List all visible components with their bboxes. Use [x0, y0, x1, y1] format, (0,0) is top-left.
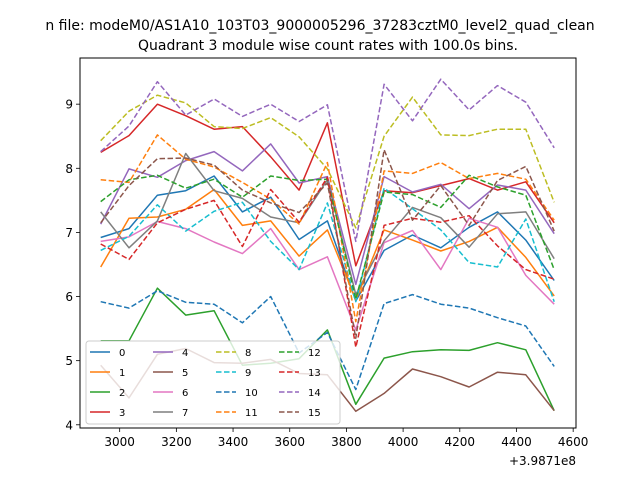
legend-label-14: 14 [308, 388, 321, 399]
legend-label-11: 11 [245, 408, 258, 419]
legend-box [85, 340, 341, 425]
x-tick-label: 3000 [104, 435, 135, 449]
legend-label-4: 4 [182, 348, 188, 359]
ticks-layer: 3000 3200 3400 3600 3800 4000 4200 4400 4600 4 5 6 7… [65, 98, 588, 449]
figure-suptitle: n file: modeM0/AS1A10_103T03_9000005296_… [45, 18, 594, 34]
chart-title: Quadrant 3 module wise count rates with … [138, 38, 518, 54]
y-tick-label: 6 [65, 290, 73, 304]
y-tick-label: 8 [65, 162, 73, 176]
series-line-15 [100, 148, 555, 339]
x-tick-label: 3800 [331, 435, 362, 449]
x-tick-label: 3200 [161, 435, 192, 449]
x-tick-label: 4600 [558, 435, 589, 449]
series-line-1 [100, 188, 555, 301]
legend-label-6: 6 [182, 388, 188, 399]
x-tick-label: 3600 [274, 435, 305, 449]
series-line-6 [100, 217, 555, 331]
x-offset-label: +3.9871e8 [509, 454, 576, 468]
series-line-10 [100, 290, 555, 391]
legend-label-3: 3 [119, 408, 125, 419]
x-tick-label: 4200 [445, 435, 476, 449]
legend-label-8: 8 [245, 348, 251, 359]
legend-label-15: 15 [308, 408, 321, 419]
series-line-0 [100, 175, 555, 302]
series-line-3 [100, 103, 555, 267]
y-tick-label: 7 [65, 226, 73, 240]
y-tick-label: 4 [65, 418, 73, 432]
legend-label-12: 12 [308, 348, 321, 359]
legend-label-5: 5 [182, 368, 188, 379]
legend-label-2: 2 [119, 388, 125, 399]
legend-label-10: 10 [245, 388, 258, 399]
series-line-13 [100, 176, 555, 348]
series-line-2 [100, 287, 555, 412]
x-tick-label: 4000 [388, 435, 419, 449]
plot-frame [79, 57, 577, 429]
legend-label-9: 9 [245, 368, 251, 379]
y-tick-label: 5 [65, 354, 73, 368]
series-line-8 [100, 94, 555, 229]
legend-label-0: 0 [119, 348, 125, 359]
x-tick-label: 3400 [218, 435, 249, 449]
series-line-11 [100, 134, 555, 323]
y-tick-label: 9 [65, 98, 73, 112]
series-line-14 [100, 78, 555, 243]
x-tick-label: 4400 [501, 435, 532, 449]
legend-label-7: 7 [182, 408, 188, 419]
legend-label-1: 1 [119, 368, 125, 379]
series-line-9 [100, 187, 555, 303]
legend-label-13: 13 [308, 368, 321, 379]
